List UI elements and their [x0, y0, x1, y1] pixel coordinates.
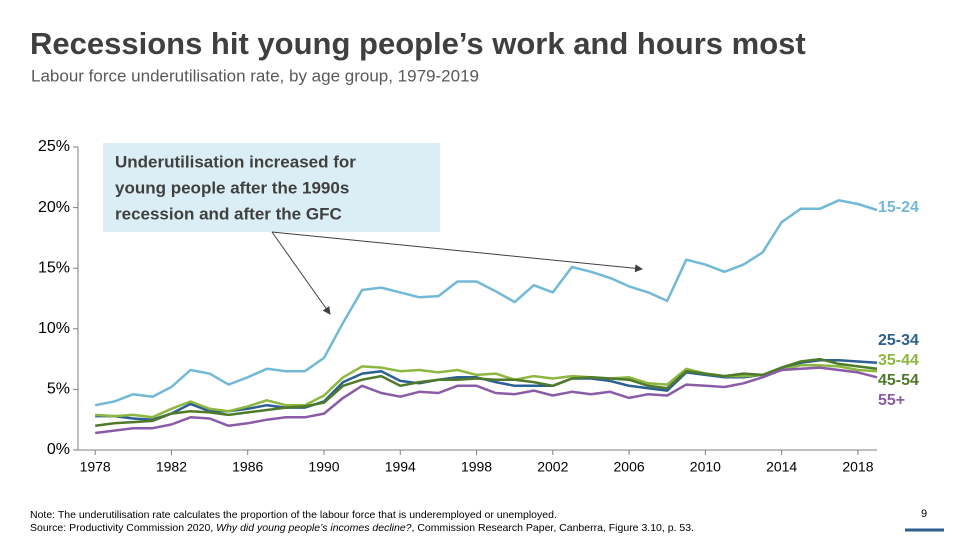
x-tick-label: 2006	[614, 459, 645, 475]
y-tick-label: 10%	[38, 320, 70, 337]
x-tick-label: 1998	[461, 459, 492, 475]
y-tick-label: 25%	[38, 138, 70, 155]
note: Note: The underutilisation rate calculat…	[30, 509, 557, 521]
series-label: 55+	[878, 392, 905, 409]
series-line	[95, 363, 878, 419]
x-tick-label: 2014	[766, 459, 797, 475]
series-label: 15-24	[878, 199, 919, 216]
x-tick-label: 1986	[232, 459, 263, 475]
series-label: 25-34	[878, 332, 919, 349]
x-tick-label: 1990	[308, 459, 339, 475]
annotation-text: young people after the 1990s	[115, 178, 349, 197]
series-line	[95, 357, 878, 428]
chart-title: Recessions hit young people’s work and h…	[30, 26, 806, 61]
annotation-text: Underutilisation increased for	[115, 152, 356, 171]
annotation-box	[103, 143, 440, 232]
annotation-arrow	[271, 231, 643, 273]
x-tick-label: 1978	[80, 459, 111, 475]
y-tick-label: 0%	[47, 441, 70, 458]
x-tick-label: 2018	[842, 459, 873, 475]
source: Source: Productivity Commission 2020, Wh…	[30, 522, 694, 534]
series-label: 45-54	[878, 372, 919, 389]
y-tick-label: 5%	[47, 381, 70, 398]
series-line	[95, 366, 878, 435]
series-line	[94, 199, 878, 407]
y-tick-label: 15%	[38, 259, 70, 276]
source-title: Why did young people’s incomes decline?	[216, 522, 412, 534]
x-tick-label: 1994	[385, 459, 416, 475]
y-tick-label: 20%	[38, 199, 70, 216]
x-tick-label: 2002	[537, 459, 568, 475]
x-tick-label: 2010	[690, 459, 721, 475]
chart-subtitle: Labour force underutilisation rate, by a…	[31, 66, 479, 85]
annotation-text: recession and after the GFC	[115, 204, 342, 223]
source-text: , Commission Research Paper, Canberra, F…	[411, 522, 694, 534]
series-label: 35-44	[878, 352, 919, 369]
x-tick-label: 1982	[156, 459, 187, 475]
source-text: Source: Productivity Commission 2020,	[30, 522, 217, 534]
annotation-arrow	[271, 231, 331, 315]
page-number: 9	[921, 508, 927, 520]
